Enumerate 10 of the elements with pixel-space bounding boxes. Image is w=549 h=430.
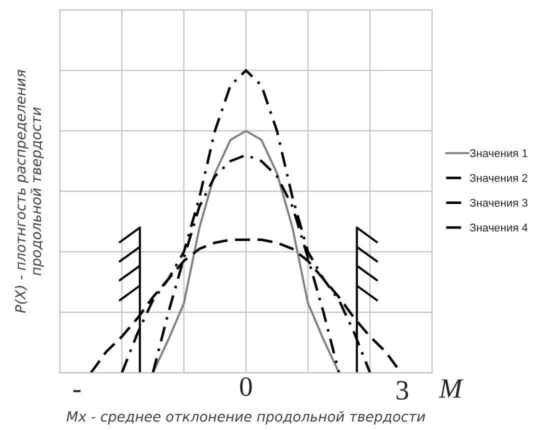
text: - <box>73 390 81 392</box>
legend-label: Значения 4 <box>470 224 528 232</box>
text: 3 <box>396 381 408 400</box>
legend-label: Значения 3 <box>470 198 528 207</box>
text: M <box>438 379 464 398</box>
x-axis-title: Mx - среднее отклонение продольной твердости <box>66 411 426 424</box>
y-axis-title: P(X) - плотнгость распределения продольной твердости <box>14 70 44 313</box>
legend-label: Значения 2 <box>470 174 528 182</box>
legend-label: Значения 1 <box>470 149 528 158</box>
text: 0 <box>240 377 252 396</box>
